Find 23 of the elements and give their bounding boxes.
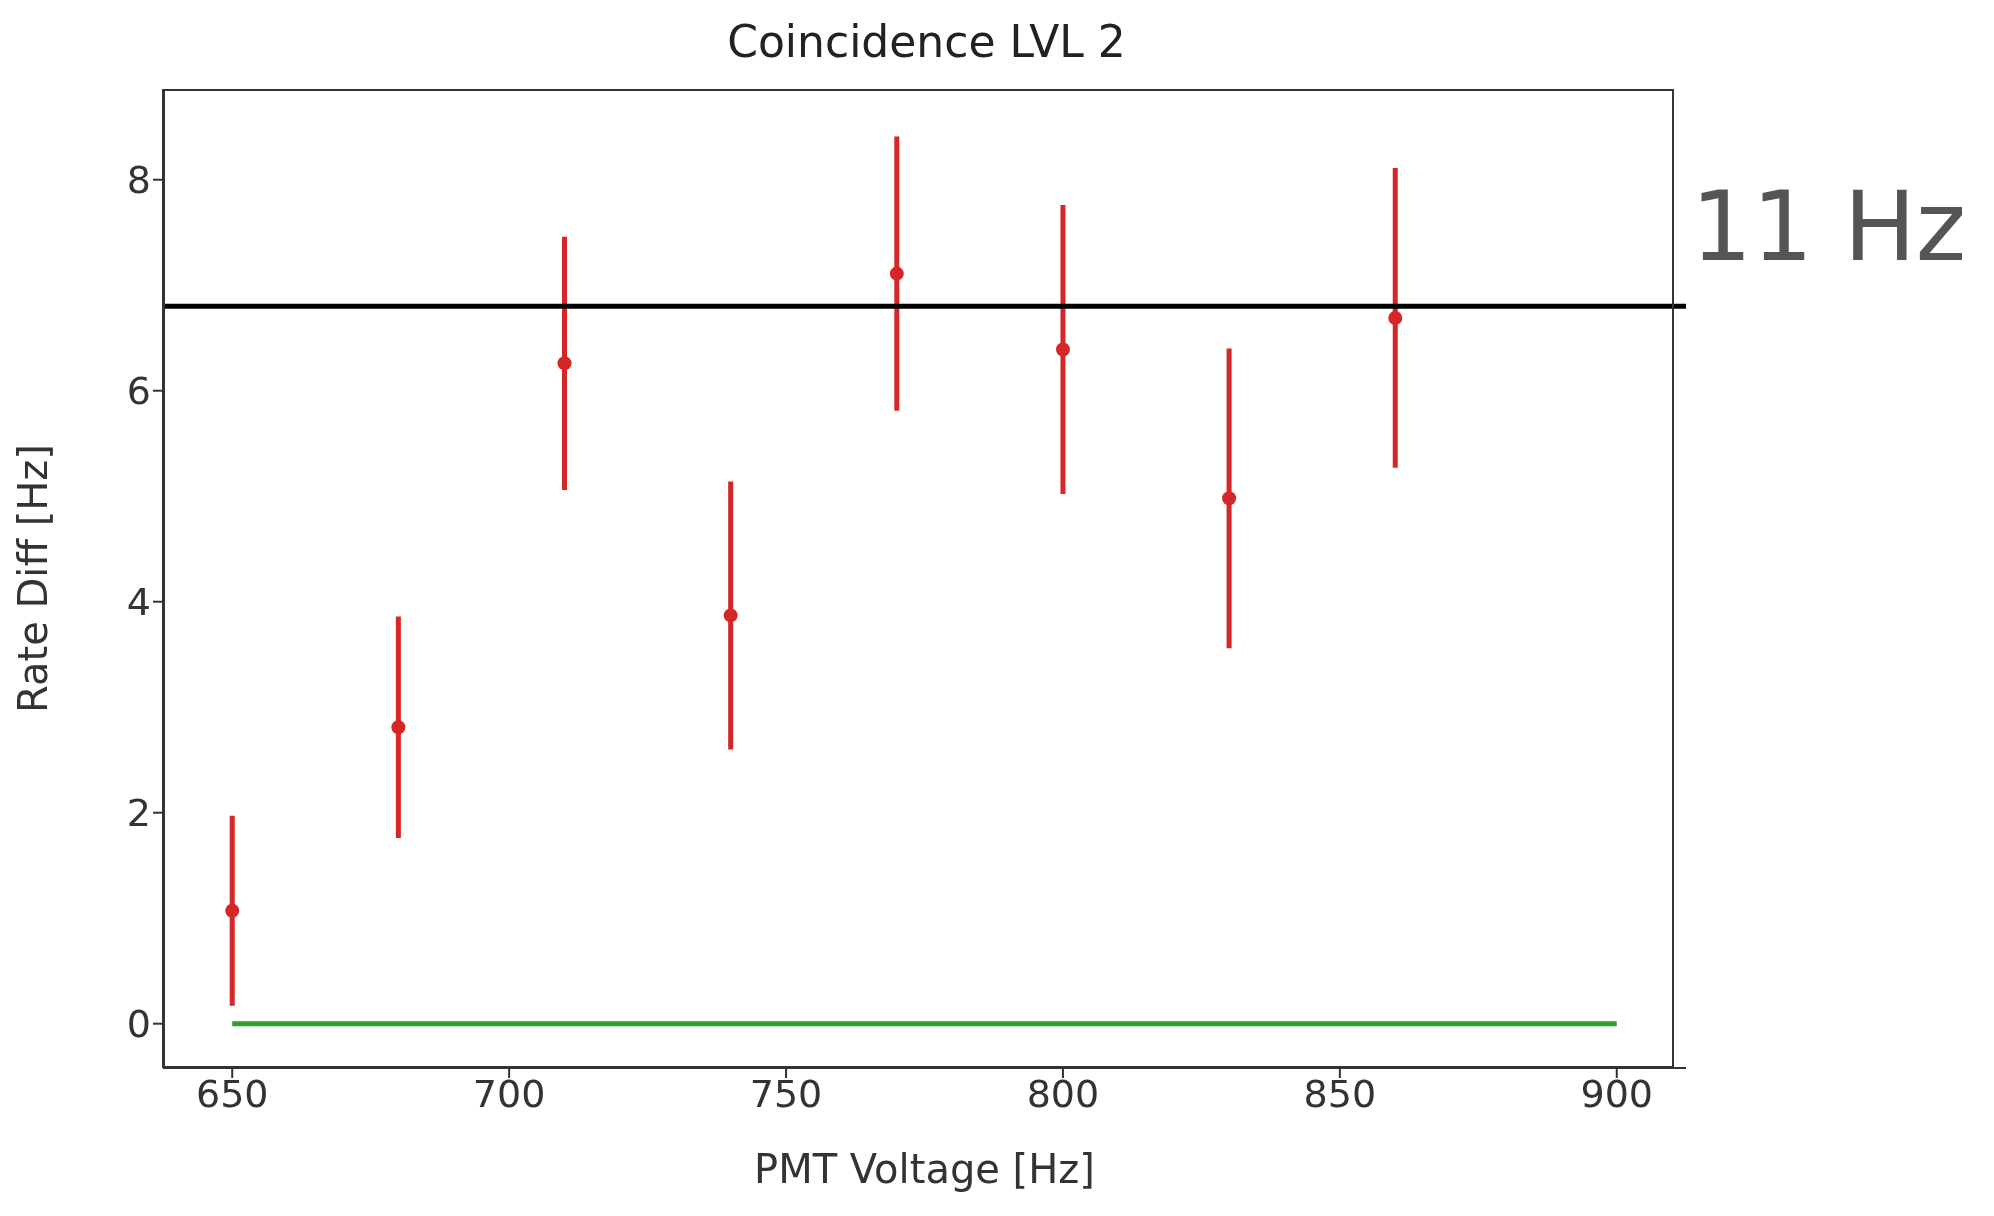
chart-title: Coincidence LVL 2 [726, 16, 1127, 67]
y-tick-label: 4 [126, 580, 151, 625]
y-tick-label: 8 [126, 158, 151, 203]
point [723, 608, 738, 623]
point [1388, 310, 1403, 325]
point [1222, 491, 1237, 506]
x-tick-label: 850 [1303, 1071, 1377, 1116]
ref-line-label: 11 Hz [1691, 171, 1967, 284]
y-tick-label: 2 [126, 791, 151, 836]
y-tick-label: 0 [126, 1002, 151, 1047]
x-tick-label: 750 [749, 1071, 823, 1116]
x-tick-label: 800 [1026, 1071, 1100, 1116]
y-axis-title: Rate Diff [Hz] [10, 444, 57, 713]
point [391, 720, 406, 735]
x-tick-label: 650 [195, 1071, 269, 1116]
point [557, 356, 572, 371]
point [225, 903, 240, 918]
point [889, 266, 904, 281]
x-axis-title: PMT Voltage [Hz] [754, 1146, 1095, 1192]
y-tick-label: 6 [126, 369, 151, 414]
x-tick-label: 900 [1580, 1071, 1654, 1116]
point [1055, 342, 1070, 357]
x-tick-label: 700 [472, 1071, 546, 1116]
